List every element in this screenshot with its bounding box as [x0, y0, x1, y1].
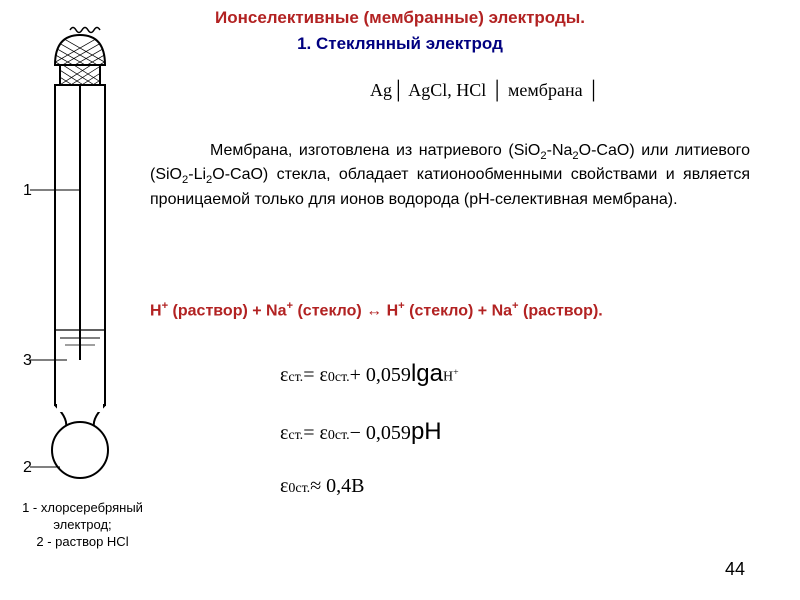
diagram-label-2: 2 — [23, 459, 32, 476]
diagram-caption: 1 - хлорсеребряный электрод;2 - раствор … — [5, 500, 160, 551]
electrode-notation: Ag│ AgCl, HCl │ мембрана │ — [370, 80, 600, 101]
equation-3: ε0ст. ≈ 0,4В — [280, 466, 459, 506]
electrode-diagram: 1 3 2 — [15, 20, 165, 500]
page-number: 44 — [725, 559, 745, 580]
equations-block: εст. = ε0ст. + 0,059lgaH+ εст. = ε0ст. −… — [280, 350, 459, 516]
equation-2: εст. = ε0ст. − 0,059pH — [280, 408, 459, 456]
diagram-label-3: 3 — [23, 352, 32, 369]
equation-1: εст. = ε0ст. + 0,059lgaH+ — [280, 350, 459, 398]
body-paragraph: Мембрана, изготовлена из натриевого (SiO… — [150, 140, 750, 210]
diagram-label-1: 1 — [23, 182, 32, 199]
ion-exchange-reaction: H+ (раствор) + Na+ (стекло) ↔ H+ (стекло… — [150, 300, 603, 320]
